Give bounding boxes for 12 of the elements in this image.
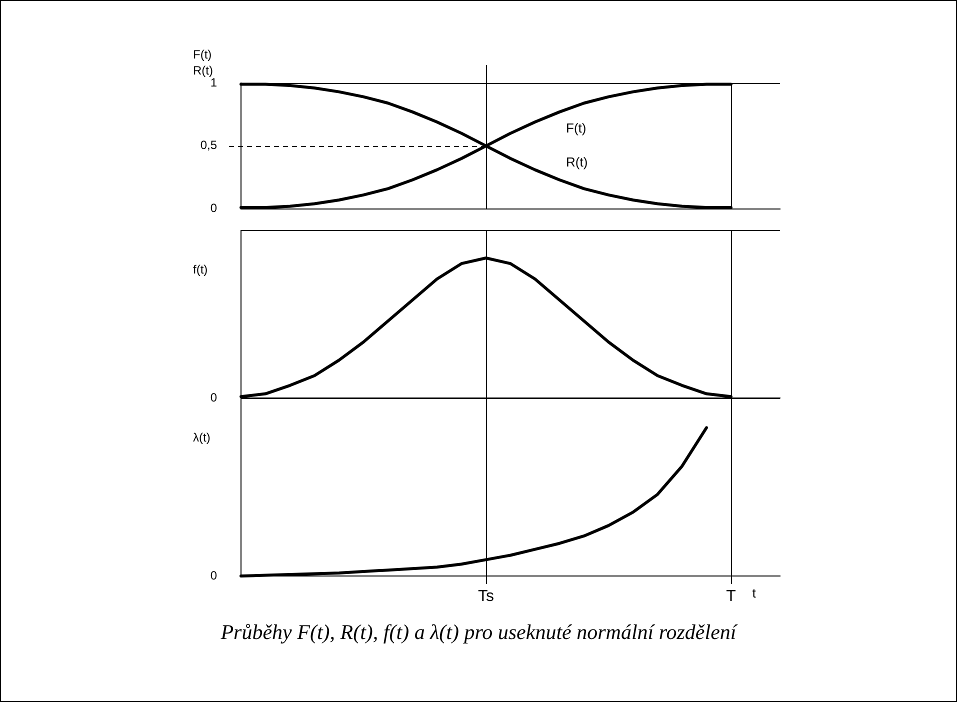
- x-tick-label: T: [726, 588, 736, 606]
- y-tick-label: 0: [210, 201, 218, 216]
- y-tick-label: 0,5: [200, 138, 218, 152]
- y-axis-title: λ(t): [193, 430, 210, 444]
- series-label: R(t): [566, 154, 588, 170]
- y-tick-label: 1: [210, 75, 218, 90]
- y-axis-title: f(t): [193, 262, 208, 276]
- y-axis-title: F(t) R(t): [193, 47, 213, 78]
- text: Průběhy F(t), R(t), f(t) a λ(t) pro useknuté normální rozdělení: [220, 620, 739, 645]
- x-axis-title: t: [752, 586, 756, 601]
- x-tick-label: Ts: [478, 588, 494, 606]
- series-label: F(t): [566, 120, 586, 136]
